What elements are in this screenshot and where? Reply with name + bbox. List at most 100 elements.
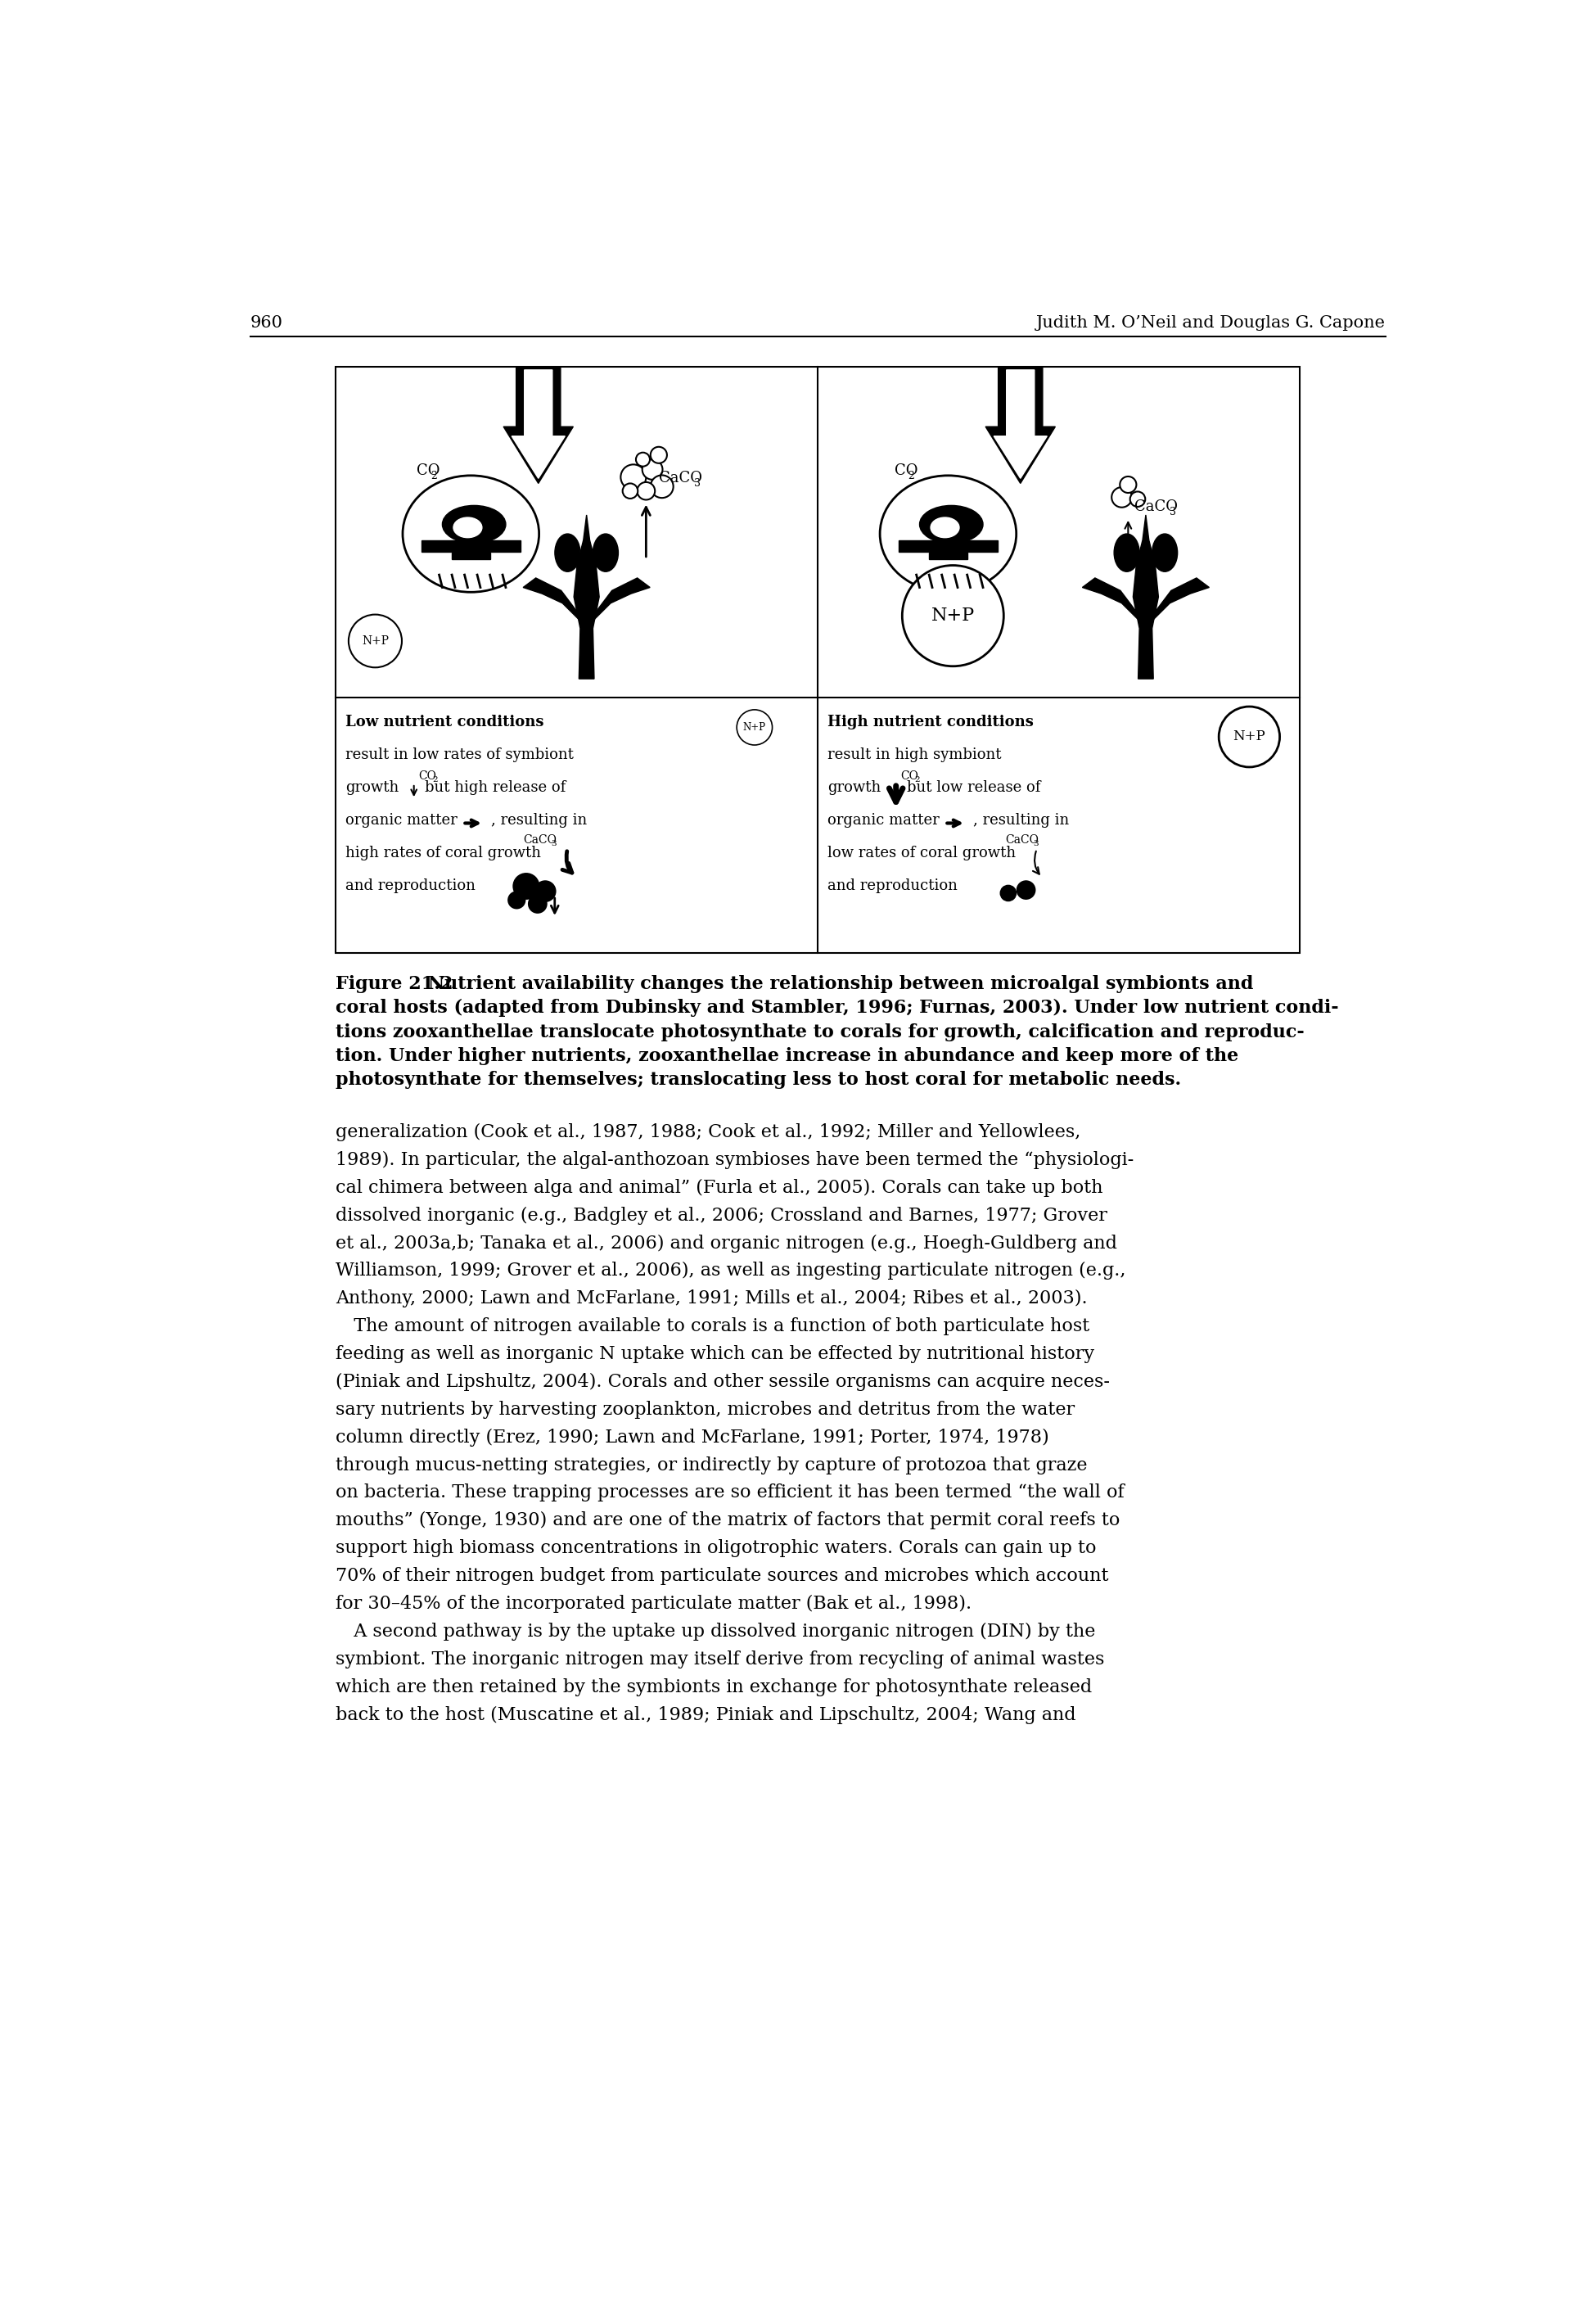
Text: result in high symbiont: result in high symbiont — [827, 747, 1001, 761]
Text: symbiont. The inorganic nitrogen may itself derive from recycling of animal wast: symbiont. The inorganic nitrogen may its… — [335, 1650, 1104, 1669]
Text: org: org — [967, 541, 988, 552]
Polygon shape — [986, 367, 1055, 483]
Text: 2: 2 — [431, 471, 437, 480]
Ellipse shape — [879, 476, 1017, 592]
Text: N+P: N+P — [1234, 729, 1266, 743]
Text: sary nutrients by harvesting zooplankton, microbes and detritus from the water: sary nutrients by harvesting zooplankton… — [335, 1400, 1076, 1418]
Circle shape — [509, 891, 525, 908]
Bar — [421, 541, 520, 552]
Circle shape — [651, 476, 674, 499]
Text: organic matter: organic matter — [827, 812, 940, 829]
Polygon shape — [575, 515, 598, 678]
Text: 3: 3 — [694, 478, 701, 490]
Text: 2: 2 — [433, 775, 437, 782]
Circle shape — [651, 448, 667, 464]
Text: Anthony, 2000; Lawn and McFarlane, 1991; Mills et al., 2004; Ribes et al., 2003): Anthony, 2000; Lawn and McFarlane, 1991;… — [335, 1290, 1088, 1307]
Circle shape — [535, 882, 555, 901]
Text: and reproduction: and reproduction — [827, 880, 958, 894]
Text: , resulting in: , resulting in — [974, 812, 1069, 829]
Ellipse shape — [1114, 534, 1140, 571]
Text: 1989). In particular, the algal-anthozoan symbioses have been termed the “physio: 1989). In particular, the algal-anthozoa… — [335, 1151, 1135, 1170]
Bar — [452, 552, 490, 559]
Text: mouths” (Yonge, 1930) and are one of the matrix of factors that permit coral ree: mouths” (Yonge, 1930) and are one of the… — [335, 1511, 1120, 1530]
Ellipse shape — [919, 506, 983, 543]
Text: 3: 3 — [1033, 840, 1039, 847]
Circle shape — [514, 873, 539, 898]
Text: N+P: N+P — [744, 722, 766, 733]
Text: Low nutrient conditions: Low nutrient conditions — [345, 715, 544, 729]
Circle shape — [637, 483, 654, 499]
Text: high rates of coral growth: high rates of coral growth — [345, 845, 541, 861]
Text: result in low rates of symbiont: result in low rates of symbiont — [345, 747, 573, 761]
Circle shape — [1219, 706, 1280, 766]
Text: photosynthate for themselves; translocating less to host coral for metabolic nee: photosynthate for themselves; translocat… — [335, 1070, 1181, 1089]
Text: 960: 960 — [251, 316, 282, 330]
Text: feeding as well as inorganic N uptake which can be effected by nutritional histo: feeding as well as inorganic N uptake wh… — [335, 1346, 1095, 1362]
Text: High nutrient conditions: High nutrient conditions — [827, 715, 1034, 729]
Circle shape — [1001, 887, 1015, 901]
Text: for 30–45% of the incorporated particulate matter (Bak et al., 1998).: for 30–45% of the incorporated particula… — [335, 1595, 972, 1613]
Text: generalization (Cook et al., 1987, 1988; Cook et al., 1992; Miller and Yellowlee: generalization (Cook et al., 1987, 1988;… — [335, 1123, 1080, 1142]
Text: (Piniak and Lipshultz, 2004). Corals and other sessile organisms can acquire nec: (Piniak and Lipshultz, 2004). Corals and… — [335, 1374, 1111, 1390]
Text: low rates of coral growth: low rates of coral growth — [827, 845, 1015, 861]
Circle shape — [902, 566, 1004, 666]
Circle shape — [737, 710, 772, 745]
Text: tion. Under higher nutrients, zooxanthellae increase in abundance and keep more : tion. Under higher nutrients, zooxanthel… — [335, 1047, 1238, 1065]
Text: CaCO: CaCO — [523, 836, 557, 845]
Text: CaCO: CaCO — [659, 471, 702, 485]
Text: column directly (Erez, 1990; Lawn and McFarlane, 1991; Porter, 1974, 1978): column directly (Erez, 1990; Lawn and Mc… — [335, 1427, 1050, 1446]
Bar — [929, 552, 967, 559]
Text: tions zooxanthellae translocate photosynthate to corals for growth, calcificatio: tions zooxanthellae translocate photosyn… — [335, 1024, 1306, 1042]
Text: coral hosts (adapted from Dubinsky and Stambler, 1996; Furnas, 2003). Under low : coral hosts (adapted from Dubinsky and S… — [335, 998, 1339, 1017]
Polygon shape — [523, 578, 581, 622]
Text: A second pathway is by the uptake up dissolved inorganic nitrogen (DIN) by the: A second pathway is by the uptake up dis… — [335, 1622, 1096, 1641]
Text: back to the host (Muscatine et al., 1989; Piniak and Lipschultz, 2004; Wang and: back to the host (Muscatine et al., 1989… — [335, 1706, 1076, 1725]
Text: through mucus-netting strategies, or indirectly by capture of protozoa that graz: through mucus-netting strategies, or ind… — [335, 1455, 1087, 1474]
Circle shape — [621, 464, 646, 490]
Polygon shape — [503, 367, 573, 483]
Circle shape — [1017, 882, 1034, 898]
Text: Figure 21.2: Figure 21.2 — [335, 975, 453, 993]
Circle shape — [528, 896, 546, 912]
Ellipse shape — [453, 518, 482, 538]
Text: CO: CO — [418, 771, 436, 782]
Text: et al., 2003a,b; Tanaka et al., 2006) and organic nitrogen (e.g., Hoegh-Guldberg: et al., 2003a,b; Tanaka et al., 2006) an… — [335, 1235, 1117, 1253]
Text: CaCO: CaCO — [1135, 499, 1178, 513]
Text: growth: growth — [827, 780, 881, 796]
Circle shape — [642, 460, 662, 480]
Text: The amount of nitrogen available to corals is a function of both particulate hos: The amount of nitrogen available to cora… — [335, 1318, 1090, 1335]
Text: 3: 3 — [1170, 506, 1176, 518]
Polygon shape — [1151, 578, 1210, 622]
Text: but low release of: but low release of — [907, 780, 1041, 796]
Ellipse shape — [555, 534, 581, 571]
Bar — [899, 541, 998, 552]
Circle shape — [1112, 487, 1132, 508]
Ellipse shape — [402, 476, 539, 592]
Polygon shape — [994, 369, 1047, 478]
Ellipse shape — [1152, 534, 1178, 571]
Text: 2: 2 — [908, 471, 915, 480]
Text: N+P: N+P — [930, 606, 975, 624]
Text: organic matter: organic matter — [345, 812, 458, 829]
Circle shape — [622, 483, 638, 499]
Text: on bacteria. These trapping processes are so efficient it has been termed “the w: on bacteria. These trapping processes ar… — [335, 1483, 1125, 1502]
Bar — [335, 367, 1301, 954]
Polygon shape — [592, 578, 650, 622]
Text: growth: growth — [345, 780, 399, 796]
Text: CO: CO — [417, 464, 440, 478]
Text: which are then retained by the symbionts in exchange for photosynthate released: which are then retained by the symbionts… — [335, 1678, 1092, 1697]
Polygon shape — [1133, 515, 1159, 678]
Text: support high biomass concentrations in oligotrophic waters. Corals can gain up t: support high biomass concentrations in o… — [335, 1539, 1096, 1557]
Text: CO: CO — [900, 771, 918, 782]
Text: CO: CO — [894, 464, 918, 478]
Circle shape — [1130, 492, 1146, 506]
Circle shape — [348, 615, 402, 668]
Text: and reproduction: and reproduction — [345, 880, 476, 894]
Polygon shape — [1082, 578, 1141, 622]
Ellipse shape — [592, 534, 618, 571]
Circle shape — [635, 453, 650, 467]
Text: Williamson, 1999; Grover et al., 2006), as well as ingesting particulate nitroge: Williamson, 1999; Grover et al., 2006), … — [335, 1263, 1127, 1279]
Ellipse shape — [930, 518, 959, 538]
Text: 2: 2 — [915, 775, 919, 782]
Polygon shape — [512, 369, 565, 478]
